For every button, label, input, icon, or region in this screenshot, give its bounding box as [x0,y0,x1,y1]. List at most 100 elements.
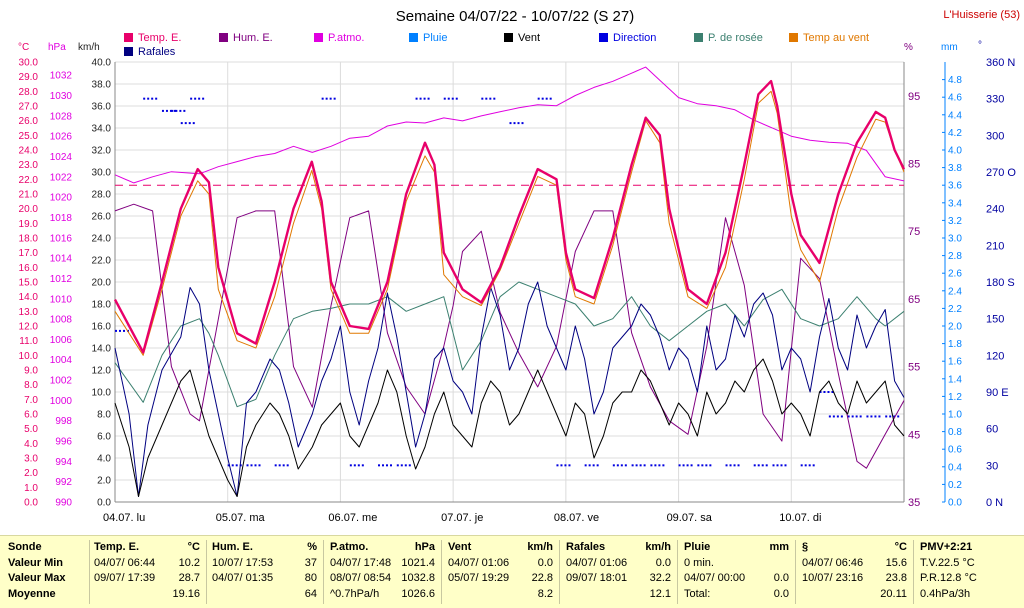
temp-tick: 9.0 [24,366,38,377]
dir-tick: 120 [986,350,1004,362]
direction-dot [427,97,430,100]
press-tick: 1024 [50,152,73,163]
wind-tick: 16.0 [92,322,112,333]
temp-tick: 28.0 [19,87,39,98]
direction-dot [836,415,839,418]
direction-dot [396,464,399,467]
direction-dot [169,109,172,112]
legend-swatch [504,33,513,42]
direction-dot [180,122,183,125]
press-tick: 1012 [50,274,73,285]
direction-dot [481,97,484,100]
direction-dot [757,464,760,467]
direction-dot [329,97,332,100]
stats-label-max: Valeur Max [8,572,66,584]
stats-pmv-title: PMV+2:21 [920,541,973,553]
temp-tick: 3.0 [24,454,38,465]
direction-dot [443,97,446,100]
temp-tick: 21.0 [19,190,39,201]
legend-label: P. de rosée [708,32,763,44]
wind-tick: 14.0 [92,344,112,355]
temp-tick: 26.0 [19,116,39,127]
temp-tick: 13.0 [19,307,39,318]
press-tick: 1002 [50,376,73,387]
legend-label: P.atmo. [328,32,365,44]
dir-tick: 30 [986,460,998,472]
stats-pmv-tv: T.V.22.5 °C [920,556,975,569]
hum-tick: 55 [908,362,920,374]
stats-temp-max-date: 09/07/ 17:39 [94,572,156,584]
direction-dot [686,464,689,467]
stats-press-min-value: 1021.4 [401,556,435,569]
temp-tick: 27.0 [19,102,39,113]
legend-swatch [124,33,133,42]
rain-tick: 3.4 [948,198,962,209]
direction-dot [624,464,627,467]
direction-dot [584,464,587,467]
rain-tick: 4.6 [948,93,962,104]
direction-dot [701,464,704,467]
direction-dot [859,415,862,418]
legend-label: Pluie [423,32,447,44]
stats-gust-min-date: 04/07/ 01:06 [566,556,628,569]
hum-tick: 35 [908,497,920,509]
press-tick: 1000 [50,396,73,407]
legend-swatch [599,33,608,42]
direction-dot [171,109,174,112]
direction-dot [588,464,591,467]
press-tick: 1020 [50,193,73,204]
stats-hum-min-date: 10/07/ 17:53 [212,556,274,569]
dir-tick: 180 S [986,277,1015,289]
stats-panel: Sonde Valeur Min Valeur Max Moyenne Temp… [0,535,1024,608]
stats-hum-avg-value: 64 [304,587,317,600]
stats-gust-max-date: 09/07/ 18:01 [566,572,628,584]
stats-rain-max-date: 04/07/ 00:00 [684,572,746,584]
temp-tick: 29.0 [19,72,39,83]
direction-dot [353,464,356,467]
day-label: 08.07. ve [554,512,599,524]
wind-tick: 34.0 [92,124,112,135]
chart-area: Semaine 04/07/22 - 10/07/22 (S 27) L'Hui… [18,8,1020,524]
stats-rain-duration: 0 min. [684,556,714,569]
weather-chart: Semaine 04/07/22 - 10/07/22 (S 27) L'Hui… [18,8,1020,524]
stats-temp-min-date: 04/07/ 06:44 [94,556,156,569]
stats-hum: Hum. E.% 10/07/ 17:53 37 04/07/ 01:35 80 6… [212,540,317,606]
direction-dot [545,97,548,100]
stats-gust-unit: km/h [645,541,671,553]
temp-tick: 16.0 [19,263,39,274]
dir-tick: 240 [986,204,1004,216]
stats-press-title: P.atmo. [330,541,369,553]
rain-tick: 0.4 [948,462,962,473]
direction-dot [202,97,205,100]
rain-tick: 3.6 [948,181,962,192]
rain-tick: 1.0 [948,410,962,421]
direction-dot [509,122,512,125]
stats-dew-min-date: 04/07/ 06:46 [802,556,864,569]
direction-dot [517,122,520,125]
stats-press-min-date: 04/07/ 17:48 [330,556,392,569]
rain-tick: 3.2 [948,216,962,227]
legend-swatch [789,33,798,42]
temp-tick: 2.0 [24,468,38,479]
temp-tick: 23.0 [19,160,39,171]
rain-tick: 0.8 [948,427,962,438]
press-tick: 1026 [50,132,73,143]
direction-dot [662,464,665,467]
stats-dew-min-value: 15.6 [885,556,907,569]
direction-dot [415,97,418,100]
direction-dot [678,464,681,467]
dir-tick: 360 N [986,57,1015,69]
temp-tick: 5.0 [24,424,38,435]
rain-tick: 2.8 [948,251,962,262]
direction-dot [282,464,285,467]
dir-tick: 270 O [986,167,1016,179]
direction-dot [258,464,261,467]
unit-wind: km/h [78,42,100,53]
direction-dot [325,97,328,100]
stats-temp-avg-value: 19.16 [172,587,200,600]
dir-tick: 210 [986,240,1004,252]
rain-tick: 3.0 [948,234,962,245]
temp-tick: 12.0 [19,322,39,333]
direction-dot [885,415,888,418]
stats-rain-total-label: Total: [684,587,711,600]
